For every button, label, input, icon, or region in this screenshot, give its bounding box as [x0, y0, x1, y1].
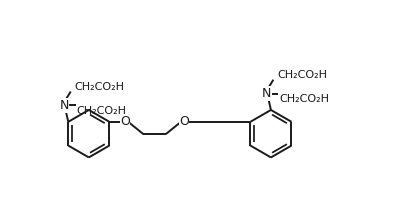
Text: O: O — [179, 115, 189, 128]
Text: O: O — [120, 115, 130, 128]
Text: N: N — [262, 87, 271, 100]
Text: CH₂CO₂H: CH₂CO₂H — [278, 70, 327, 80]
Text: CH₂CO₂H: CH₂CO₂H — [75, 82, 125, 92]
Text: N: N — [59, 99, 69, 112]
Text: CH₂CO₂H: CH₂CO₂H — [76, 106, 127, 116]
Text: CH₂CO₂H: CH₂CO₂H — [279, 94, 329, 104]
